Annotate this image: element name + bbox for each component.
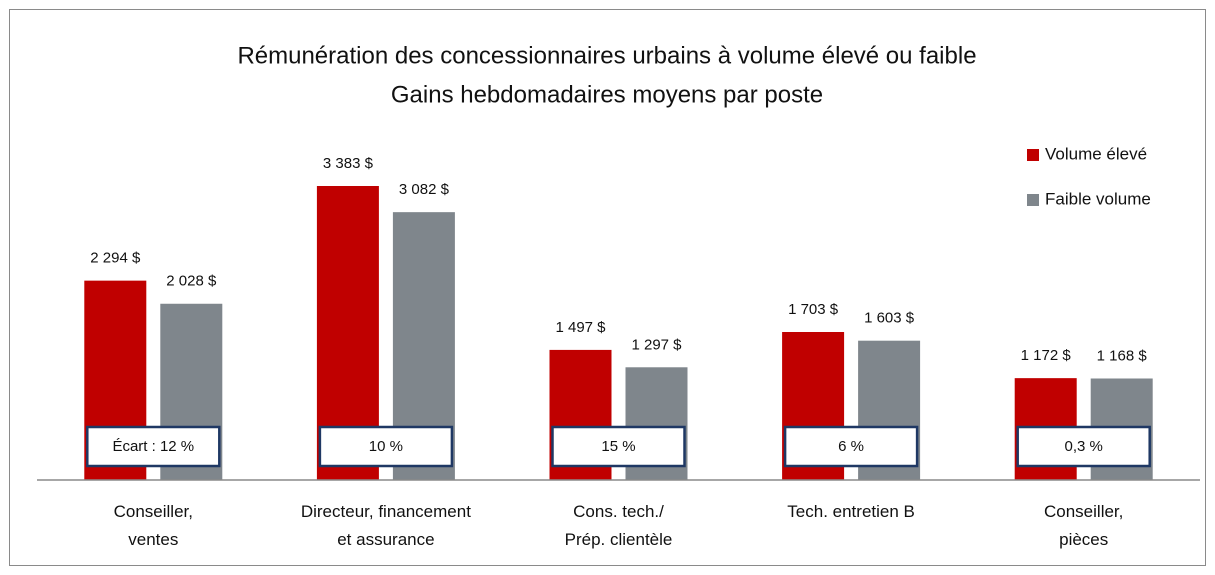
value-label: 2 028 $ [166, 273, 217, 290]
x-tick-label: Tech. entretien B [787, 502, 915, 521]
value-label: 3 082 $ [399, 181, 450, 198]
gap-box [551, 425, 686, 468]
x-tick-label: Directeur, financement et assurance [300, 502, 471, 549]
gap-box [318, 425, 454, 468]
value-label: 1 497 $ [555, 319, 606, 336]
gap-box [783, 425, 919, 468]
x-tick-label: Cons. tech./ Prép. clientèle [564, 502, 673, 549]
value-label: 1 297 $ [631, 336, 682, 353]
gap-label: 15 % [601, 438, 635, 455]
gap-label: 6 % [838, 438, 864, 455]
gap-box [1016, 425, 1151, 468]
gap-label: Écart : 12 % [112, 438, 194, 455]
gap-label: 10 % [369, 438, 403, 455]
value-label: 1 168 $ [1097, 347, 1148, 364]
chart-title: Rémunération des concessionnaires urbain… [237, 42, 976, 69]
legend-label: Volume élevé [1045, 144, 1147, 163]
gap-label: 0,3 % [1065, 438, 1103, 455]
legend-swatch [1027, 149, 1039, 161]
value-label: 3 383 $ [323, 155, 374, 172]
legend-label: Faible volume [1045, 189, 1151, 208]
x-tick-label: Conseiller, ventes [113, 502, 193, 549]
value-label: 2 294 $ [90, 250, 141, 267]
chart-subtitle: Gains hebdomadaires moyens par poste [391, 81, 823, 108]
value-label: 1 603 $ [864, 310, 915, 327]
x-tick-label: Conseiller, pièces [1044, 502, 1124, 549]
value-label: 1 172 $ [1021, 347, 1072, 364]
value-label: 1 703 $ [788, 301, 839, 318]
legend-swatch [1027, 194, 1039, 206]
gap-box [86, 425, 221, 468]
